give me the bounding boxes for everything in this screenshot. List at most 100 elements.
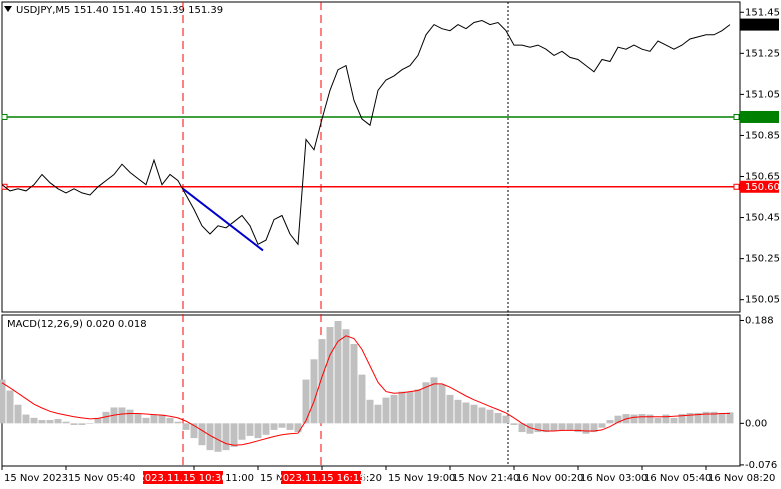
macd-histogram-bar [390,394,398,424]
macd-histogram-bar [566,423,574,430]
macd-histogram-bar [454,399,462,424]
macd-histogram-bar [510,423,518,425]
x-tick-label: 11:00 [225,473,254,484]
macd-histogram-bar [502,415,510,424]
x-tick-label: 16 Nov 00:20 [516,473,583,484]
macd-histogram-bar [646,414,654,424]
macd-histogram-bar [630,414,638,424]
macd-histogram-bar [166,417,174,424]
macd-histogram-bar [294,423,302,433]
macd-histogram-bar [518,423,526,433]
price-marker-bg [740,110,779,123]
macd-histogram-bar [366,399,374,424]
macd-histogram-bar [254,423,262,439]
y-tick-label: -0.076 [745,460,777,471]
x-tick-label: 15 Nov 19:00 [388,473,455,484]
macd-histogram-bar [398,391,406,424]
macd-histogram-bar [230,423,238,447]
macd-histogram-bar [94,417,102,424]
macd-histogram-bar [414,389,422,424]
macd-histogram-bar [198,423,206,446]
macd-histogram-bar [222,423,230,451]
macd-histogram-bar [118,407,126,424]
macd-histogram-bar [430,377,438,424]
macd-histogram-bar [374,404,382,424]
y-tick-label: 150.05 [745,295,780,306]
time-marker-label: 2023.11.15 10:30 [138,473,227,484]
time-marker-bg [143,471,223,484]
macd-histogram-bar [158,414,166,424]
macd-histogram-bar [606,420,614,424]
macd-histogram-bar [638,414,646,424]
y-tick-label: 150.85 [745,130,780,141]
macd-histogram-bar [574,423,582,433]
macd-histogram-bar [654,417,662,424]
macd-histogram-bar [142,417,150,424]
macd-histogram-bar [422,382,430,424]
macd-signal-line [1,335,730,446]
macd-histogram-bar [134,414,142,424]
macd-histogram-bar [590,423,598,433]
macd-histogram-bar [486,409,494,424]
macd-histogram-bar [126,409,134,424]
macd-histogram-bar [358,374,366,424]
macd-histogram-bar [670,417,678,424]
macd-histogram-bar [262,423,270,435]
y-tick-label: 150.45 [745,213,780,224]
macd-histogram-bar [550,423,558,431]
macd-histogram-bar [78,423,86,425]
x-tick-label: 15 Nov 2023 [4,473,68,484]
macd-histogram-bar [46,420,54,424]
macd-histogram-bar [598,423,606,428]
macd-histogram-bar [438,384,446,424]
macd-histogram-bar [614,415,622,424]
trendline [182,188,264,252]
macd-histogram-bar [286,423,294,430]
macd-histogram-bar [182,423,190,430]
macd-histogram-bar [190,423,198,439]
macd-histogram-bar [62,421,70,424]
macd-histogram-bar [174,421,182,424]
x-tick-label: 16 Nov 08:20 [708,473,775,484]
x-tick-label: 15 No [260,473,290,484]
macd-histogram-bar [478,407,486,424]
macd-histogram-bar [726,412,734,424]
price-line-handle [733,183,740,190]
macd-histogram-bar [702,411,710,424]
macd-histogram-bar [150,414,158,424]
y-tick-label: 0.00 [745,418,767,429]
macd-histogram-bar [350,343,358,424]
price-marker-label: 150.60 [745,182,780,193]
chart-title: USDJPY,M5 151.40 151.40 151.39 151.39 [16,5,223,16]
macd-histogram-bar [494,412,502,424]
x-tick-label: 15 Nov 05:40 [68,473,135,484]
macd-histogram-bar [30,417,38,424]
time-marker-label: 2023.11.15 16:15 [276,473,365,484]
macd-histogram-bar [342,329,350,424]
macd-histogram-bar [526,423,534,434]
menu-triangle[interactable] [4,6,12,12]
macd-histogram-bar [310,359,318,424]
macd-histogram-bar [406,391,414,424]
macd-histogram-bar [246,423,254,436]
x-tick-label: 6:20 [360,473,382,484]
x-tick-label: 16 Nov 05:40 [644,473,711,484]
macd-histogram-bar [102,411,110,424]
macd-histogram-bar [534,423,542,433]
price-line-series [1,19,731,246]
y-tick-label: 151.45 [745,7,780,18]
macd-histogram-bar [238,423,246,440]
macd-histogram-bar [582,423,590,434]
macd-histogram-bar [206,423,214,451]
macd-histogram-bar [662,414,670,424]
y-tick-label: 151.05 [745,89,780,100]
macd-histogram-bar [0,379,6,424]
macd-histogram-bar [718,412,726,424]
macd-histogram-bar [6,390,14,424]
macd-histogram-bar [38,420,46,424]
macd-histogram-bar [54,418,62,424]
macd-histogram-bar [86,423,94,424]
macd-histogram-bar [470,404,478,424]
time-marker-bg [281,471,361,484]
